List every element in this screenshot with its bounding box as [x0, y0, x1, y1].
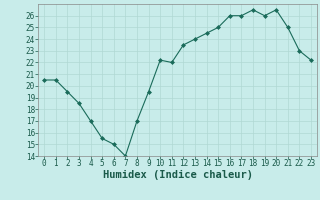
- X-axis label: Humidex (Indice chaleur): Humidex (Indice chaleur): [103, 170, 252, 180]
